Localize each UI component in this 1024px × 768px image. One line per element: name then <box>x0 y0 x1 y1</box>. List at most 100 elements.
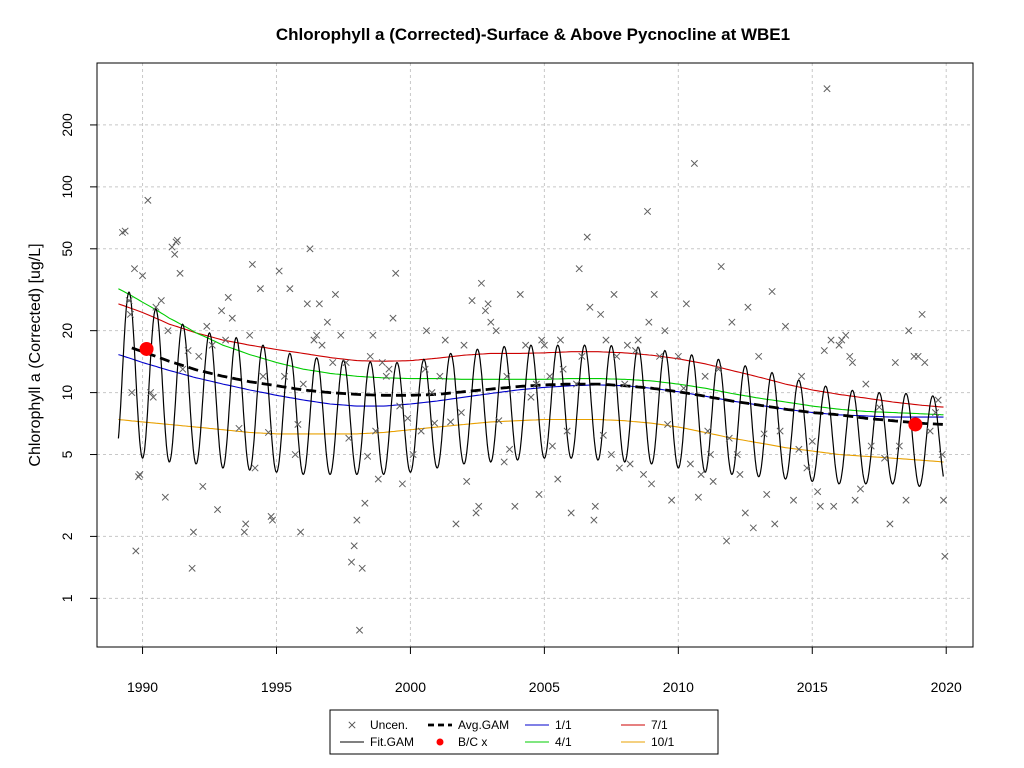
data-point-x <box>176 269 184 277</box>
data-point-x <box>733 450 741 459</box>
data-point-x <box>621 380 629 388</box>
data-point-x <box>463 477 471 485</box>
data-point-x <box>392 269 400 277</box>
data-point-x <box>926 427 934 435</box>
data-point-x <box>607 450 615 459</box>
data-point-x <box>918 310 926 318</box>
data-point-x <box>602 336 610 344</box>
data-point-x <box>337 331 345 339</box>
data-point-x <box>404 414 412 422</box>
x-tick-label: 2005 <box>529 679 560 695</box>
data-point-x <box>430 419 439 427</box>
data-point-x <box>820 347 828 355</box>
data-point-x <box>848 358 857 367</box>
data-point-x <box>125 297 133 305</box>
x-tick-label: 1990 <box>127 679 158 695</box>
data-point-x <box>634 336 642 344</box>
data-point-x <box>741 509 749 517</box>
data-point-x <box>838 336 846 344</box>
data-point-x <box>267 512 275 521</box>
data-point-x <box>353 516 361 524</box>
data-point-x <box>345 434 353 442</box>
data-point-x <box>768 287 776 296</box>
legend-symbol-uncen- <box>348 721 356 729</box>
data-point-x <box>856 485 865 493</box>
data-point-x <box>814 488 822 496</box>
data-point-x <box>222 336 230 344</box>
data-point-x <box>481 307 489 315</box>
data-point-x <box>736 470 744 479</box>
x-tick-label: 2015 <box>797 679 828 695</box>
data-point-x <box>931 408 940 417</box>
legend-label-b-c-x: B/C x <box>458 735 487 749</box>
data-point-x <box>728 318 736 326</box>
data-point-x <box>378 358 386 367</box>
data-point-x <box>213 506 222 514</box>
data-point-x <box>886 520 894 528</box>
data-point-x <box>409 450 417 459</box>
data-point-x <box>347 558 356 566</box>
data-point-x <box>643 207 652 215</box>
data-point-x <box>126 310 135 318</box>
series-line-fit-gam <box>117 291 944 488</box>
data-point-x <box>472 509 480 517</box>
data-point-x <box>389 314 397 322</box>
data-point-x <box>251 464 259 472</box>
data-point-x <box>161 493 169 501</box>
legend-label-10-1: 10/1 <box>651 735 675 749</box>
data-point-x <box>374 475 382 483</box>
data-point-x <box>228 314 236 322</box>
data-point-x <box>511 502 519 510</box>
data-point-x <box>121 227 129 235</box>
data-point-x <box>452 520 460 528</box>
data-point-x <box>714 365 723 373</box>
data-point-x <box>372 427 380 435</box>
data-point-x <box>138 272 147 280</box>
series-line-10-1 <box>118 418 944 463</box>
data-point-x <box>749 524 757 532</box>
data-point-x <box>760 430 768 438</box>
data-point-x <box>808 437 816 445</box>
data-point-x <box>626 460 634 468</box>
data-point-x <box>781 322 790 330</box>
data-point-x <box>867 442 875 450</box>
data-point-x <box>686 460 694 468</box>
data-point-x <box>631 347 640 355</box>
data-point-x <box>803 464 811 472</box>
data-point-x <box>830 502 838 510</box>
data-point-x <box>823 85 831 93</box>
data-point-x <box>256 285 264 293</box>
bc-points <box>139 341 923 432</box>
data-point-x <box>795 445 803 453</box>
x-tick-label: 2010 <box>663 679 694 695</box>
y-axis: 1 2 5 10 20 50 100 200 <box>59 113 97 602</box>
legend-box <box>329 709 719 755</box>
data-point-x <box>147 389 155 397</box>
data-point-x <box>294 420 302 429</box>
data-point-x <box>484 300 492 308</box>
data-point-x <box>578 352 586 360</box>
x-tick-label: 2020 <box>931 679 962 695</box>
data-point-x <box>763 490 771 498</box>
data-point-x <box>152 303 160 311</box>
data-point-x <box>303 300 311 308</box>
data-point-x <box>697 470 705 479</box>
bc-point <box>139 341 154 356</box>
data-point-x <box>938 450 946 459</box>
data-point-x <box>771 520 779 528</box>
data-point-x <box>421 365 429 373</box>
data-point-x <box>682 300 690 308</box>
data-point-x <box>264 428 273 437</box>
data-point-x <box>701 372 709 380</box>
data-point-x <box>310 336 318 344</box>
data-point-x <box>546 372 554 380</box>
data-point-x <box>647 480 656 488</box>
data-point-x <box>189 528 197 536</box>
data-point-x <box>259 372 267 380</box>
data-point-x <box>199 482 207 490</box>
data-point-x <box>881 454 889 462</box>
data-point-x <box>240 528 248 536</box>
data-point-x <box>398 480 406 488</box>
data-point-x <box>583 233 591 241</box>
